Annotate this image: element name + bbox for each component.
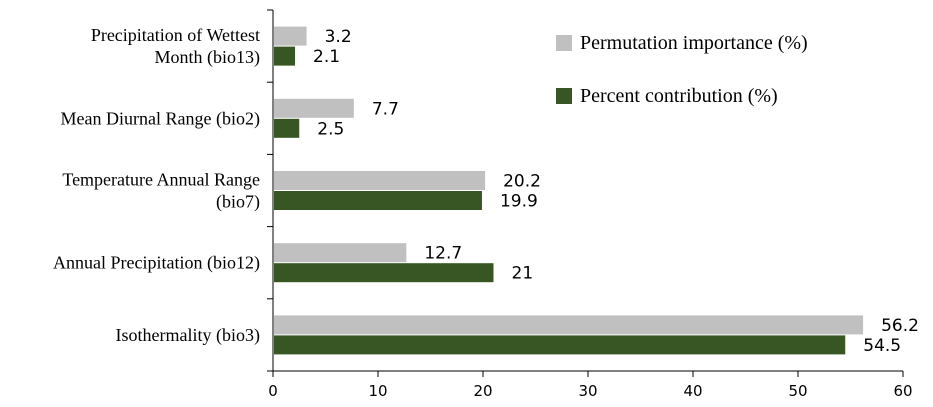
x-tick-label-10: 10 xyxy=(368,382,387,400)
category-label-0: Precipitation of Wettest Month (bio13) xyxy=(91,25,260,68)
legend-swatch-contribution xyxy=(556,88,572,104)
bar-permutation-3 xyxy=(274,243,407,263)
legend-label-permutation: Permutation importance (%) xyxy=(580,32,808,54)
legend-swatch-permutation xyxy=(556,35,572,51)
legend-label-contribution: Percent contribution (%) xyxy=(580,85,778,107)
category-label-3: Annual Precipitation (bio12) xyxy=(53,253,260,274)
bar-permutation-1 xyxy=(274,98,354,118)
bar-permutation-0 xyxy=(274,26,307,46)
category-label-1: Mean Diurnal Range (bio2) xyxy=(61,108,260,129)
value-label-contribution-0: 2.1 xyxy=(313,47,340,67)
axes-group: 0 10 20 30 40 50 60 xyxy=(267,9,913,400)
value-label-permutation-4: 56.2 xyxy=(881,316,919,336)
x-tick-label-20: 20 xyxy=(473,382,492,400)
bar-contribution-4 xyxy=(274,335,846,355)
value-label-contribution-1: 2.5 xyxy=(317,119,344,139)
bar-permutation-4 xyxy=(274,315,864,335)
x-tick-label-40: 40 xyxy=(683,382,702,400)
x-tick-label-30: 30 xyxy=(578,382,597,400)
value-label-permutation-1: 7.7 xyxy=(372,99,399,119)
bar-permutation-2 xyxy=(274,171,486,190)
bar-contribution-3 xyxy=(274,263,494,283)
legend: Permutation importance (%) Percent contri… xyxy=(556,32,808,107)
category-label-4: Isothermality (bio3) xyxy=(116,325,260,346)
bars-group xyxy=(274,26,864,355)
value-labels-group: 3.22.1 7.7 2.5 20.219.9 12.7 21 56.254.5 xyxy=(313,27,919,356)
bar-contribution-1 xyxy=(274,118,300,138)
value-label-permutation-0: 3.2 xyxy=(325,27,352,47)
value-label-permutation-2: 20.2 xyxy=(503,172,541,192)
category-labels-group: Precipitation of Wettest Month (bio13) Mea… xyxy=(53,25,260,346)
x-tick-label-60: 60 xyxy=(893,382,912,400)
category-label-2: Temperature Annual Range (bio7) xyxy=(62,170,260,213)
value-label-permutation-3: 12.7 xyxy=(424,244,462,264)
value-label-contribution-4: 54.5 xyxy=(863,336,901,356)
value-label-contribution-2: 19.9 xyxy=(500,192,538,212)
x-tick-label-0: 0 xyxy=(268,382,278,400)
x-tick-label-50: 50 xyxy=(788,382,807,400)
bar-contribution-0 xyxy=(274,46,296,66)
value-label-contribution-3: 21 xyxy=(512,264,534,284)
bar-contribution-2 xyxy=(274,191,482,210)
